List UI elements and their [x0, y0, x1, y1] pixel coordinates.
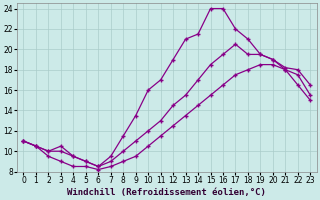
X-axis label: Windchill (Refroidissement éolien,°C): Windchill (Refroidissement éolien,°C) [68, 188, 266, 197]
